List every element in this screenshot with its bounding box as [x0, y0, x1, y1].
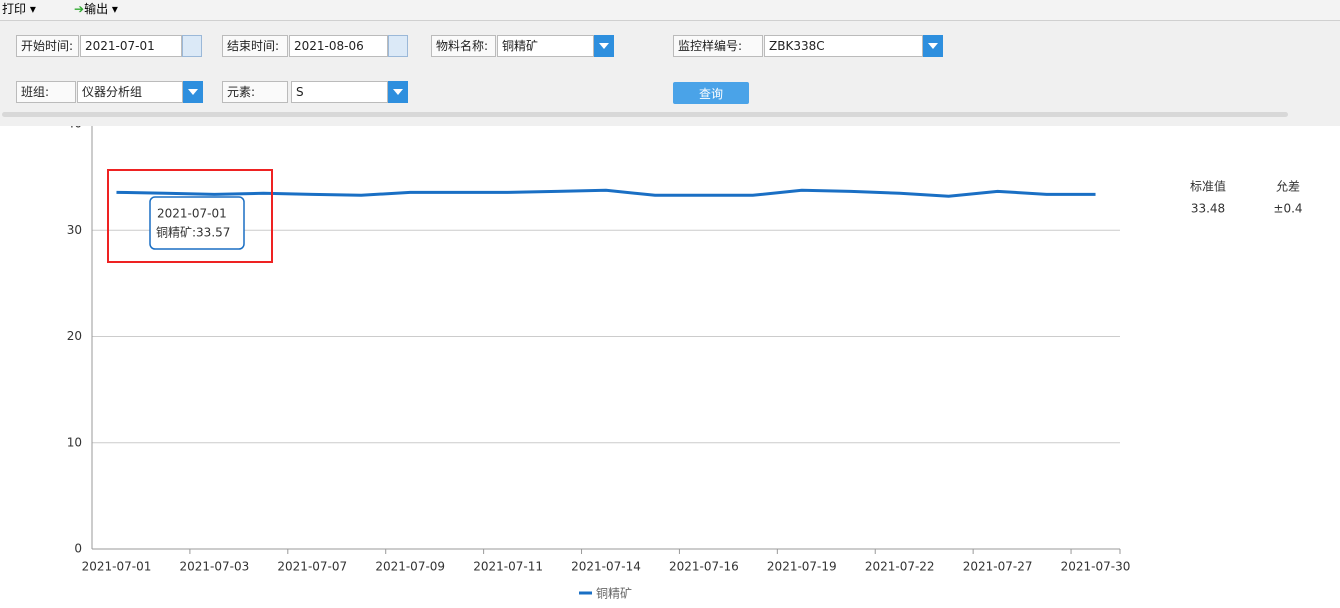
x-tick-label: 2021-07-14	[571, 560, 641, 574]
field-label: 物料名称:	[431, 35, 496, 57]
side-value: ±0.4	[1273, 202, 1302, 216]
tooltip-title: 2021-07-01	[157, 207, 227, 221]
field-label: 开始时间:	[16, 35, 79, 57]
select-input[interactable]: 铜精矿	[497, 35, 594, 57]
print-button[interactable]: 打印 ▾	[2, 2, 36, 16]
x-tick-label: 2021-07-07	[277, 560, 347, 574]
print-text: 打印	[2, 2, 27, 16]
side-header: 标准值	[1190, 179, 1226, 194]
y-tick-label: 0	[74, 542, 82, 556]
field-label: 监控样编号:	[673, 35, 763, 57]
field-label: 元素:	[222, 81, 288, 103]
y-tick-label: 10	[67, 435, 82, 449]
x-tick-label: 2021-07-09	[375, 560, 445, 574]
export-text: 输出	[84, 2, 109, 16]
x-tick-label: 2021-07-19	[767, 560, 837, 574]
data-line	[116, 188, 1096, 198]
filter-panel: 打印 ▾ ➔输出 ▾ 开始时间: 2021-07-01 结束时间: 2021-0…	[0, 0, 1340, 126]
dropdown-button[interactable]	[594, 35, 614, 57]
x-tick-label: 2021-07-27	[963, 560, 1033, 574]
y-tick-label: 20	[67, 329, 82, 343]
legend-label: 铜精矿	[596, 586, 632, 601]
tooltip-box	[149, 196, 245, 250]
x-tick-label: 2021-07-16	[669, 560, 739, 574]
export-button[interactable]: ➔输出 ▾	[74, 2, 118, 16]
scrollbar	[2, 112, 1288, 117]
toolbar: 打印 ▾ ➔输出 ▾	[0, 0, 1340, 21]
dropdown-button[interactable]	[923, 35, 943, 57]
select-input[interactable]: S	[291, 81, 388, 103]
calendar-button[interactable]	[388, 35, 408, 57]
select-input[interactable]: ZBK338C	[764, 35, 923, 57]
select-input[interactable]: 仪器分析组	[77, 81, 183, 103]
export-icon: ➔	[74, 2, 85, 16]
query-button[interactable]: 查询	[673, 82, 749, 104]
highlight-box	[107, 169, 273, 263]
x-tick-label: 2021-07-01	[82, 560, 152, 574]
date-input[interactable]: 2021-07-01	[80, 35, 182, 57]
tooltip-text: 铜精矿:33.57	[156, 225, 230, 240]
x-tick-label: 2021-07-30	[1061, 560, 1131, 574]
side-value: 33.48	[1191, 202, 1225, 216]
side-header: 允差	[1276, 179, 1300, 194]
y-tick-label: 30	[67, 223, 82, 237]
calendar-button[interactable]	[182, 35, 202, 57]
field-label: 班组:	[16, 81, 76, 103]
dropdown-button[interactable]	[183, 81, 203, 103]
x-tick-label: 2021-07-03	[180, 560, 250, 574]
dropdown-button[interactable]	[388, 81, 408, 103]
date-input[interactable]: 2021-08-06	[289, 35, 388, 57]
x-tick-label: 2021-07-22	[865, 560, 935, 574]
field-label: 结束时间:	[222, 35, 288, 57]
x-tick-label: 2021-07-11	[473, 560, 543, 574]
